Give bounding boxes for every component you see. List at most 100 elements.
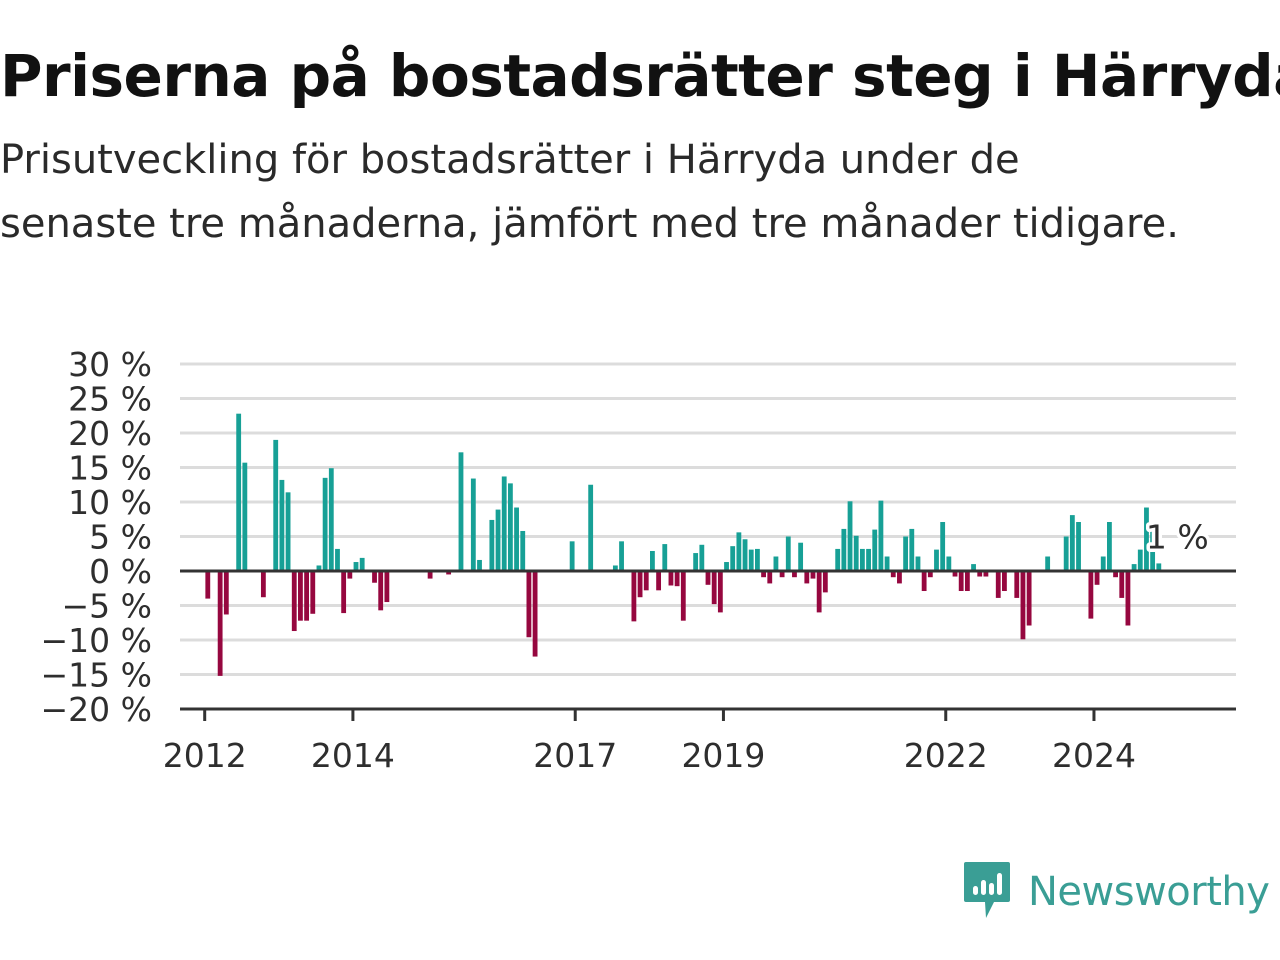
y-tick-label: 0 % bbox=[89, 552, 152, 591]
bar bbox=[520, 530, 526, 571]
bar bbox=[859, 548, 865, 571]
y-tick-label: 10 % bbox=[68, 483, 152, 522]
bar bbox=[705, 571, 711, 585]
y-tick-label: 15 % bbox=[68, 449, 152, 488]
x-tick-label: 2017 bbox=[533, 736, 617, 775]
bar bbox=[927, 571, 933, 578]
bar bbox=[841, 528, 847, 571]
bar bbox=[495, 509, 501, 571]
bar bbox=[643, 571, 649, 591]
bar bbox=[322, 477, 328, 571]
bar bbox=[458, 452, 464, 571]
labels: 30 %25 %20 %15 %10 %5 %0 %−5 %−10 %−15 %… bbox=[41, 345, 1213, 775]
page-subtitle: Prisutveckling för bostadsrätter i Härry… bbox=[0, 137, 1179, 247]
y-tick-label: −20 % bbox=[41, 690, 153, 729]
bar bbox=[1026, 571, 1032, 626]
newsworthy-logo-icon bbox=[962, 860, 1012, 924]
bar bbox=[816, 571, 822, 613]
bar bbox=[958, 571, 964, 592]
bar bbox=[489, 519, 495, 571]
bar bbox=[359, 557, 365, 571]
bar bbox=[1076, 522, 1081, 571]
bar bbox=[1150, 528, 1156, 571]
bar bbox=[921, 571, 927, 592]
bar bbox=[507, 483, 513, 571]
bar bbox=[501, 476, 507, 571]
y-tick-label: −5 % bbox=[62, 587, 153, 626]
annotation-halo: 1 % bbox=[1146, 518, 1209, 557]
bar bbox=[291, 571, 297, 632]
y-tick-label: 20 % bbox=[68, 414, 152, 453]
bar bbox=[952, 571, 958, 577]
bar bbox=[588, 484, 594, 571]
bar bbox=[1069, 515, 1075, 571]
bar bbox=[946, 556, 952, 571]
bar bbox=[964, 571, 970, 592]
bar bbox=[724, 562, 729, 571]
bar bbox=[761, 571, 766, 578]
bar bbox=[1014, 571, 1020, 598]
bar bbox=[804, 571, 810, 584]
bar bbox=[1045, 556, 1051, 571]
x-tick-label: 2014 bbox=[311, 736, 395, 775]
bar bbox=[1063, 536, 1069, 571]
annotation-label: 1 % bbox=[1146, 518, 1209, 557]
bar bbox=[273, 439, 279, 571]
bar bbox=[915, 556, 921, 571]
bar bbox=[872, 529, 878, 571]
bar bbox=[853, 535, 859, 571]
bar bbox=[977, 571, 983, 577]
bar bbox=[532, 571, 538, 657]
bar bbox=[205, 571, 211, 599]
bar bbox=[298, 571, 303, 621]
bar bbox=[1094, 571, 1100, 585]
bar bbox=[730, 546, 736, 571]
brand-name: Newsworthy bbox=[1028, 869, 1270, 915]
bar bbox=[810, 571, 816, 579]
bar bbox=[1131, 564, 1137, 571]
bar bbox=[878, 500, 884, 571]
bar bbox=[1125, 571, 1131, 626]
bar bbox=[971, 564, 976, 571]
bar bbox=[242, 462, 248, 571]
y-tick-label: 30 % bbox=[68, 345, 152, 384]
bar bbox=[569, 541, 575, 571]
bar bbox=[699, 544, 705, 571]
y-tick-label: −10 % bbox=[41, 621, 153, 660]
bar bbox=[1137, 549, 1143, 571]
bar bbox=[372, 571, 377, 583]
bar bbox=[680, 571, 686, 621]
bar bbox=[897, 571, 902, 584]
bar bbox=[1100, 556, 1106, 571]
bar bbox=[427, 571, 433, 579]
bar bbox=[995, 571, 1001, 598]
bar bbox=[792, 571, 797, 578]
bar bbox=[353, 562, 359, 571]
bar bbox=[223, 571, 229, 615]
bar bbox=[711, 571, 717, 605]
bar bbox=[717, 571, 723, 613]
bar bbox=[866, 548, 871, 571]
bar bbox=[477, 559, 482, 571]
bar bbox=[526, 571, 532, 638]
bar bbox=[347, 571, 353, 579]
bar bbox=[668, 571, 674, 586]
bar bbox=[260, 571, 266, 598]
bar bbox=[934, 549, 939, 571]
x-tick-label: 2012 bbox=[163, 736, 247, 775]
bar bbox=[755, 548, 760, 571]
bar bbox=[285, 492, 291, 571]
bar bbox=[835, 548, 841, 571]
bar-chart: 30 %25 %20 %15 %10 %5 %0 %−5 %−10 %−15 %… bbox=[41, 345, 1236, 775]
bar bbox=[279, 479, 285, 571]
bar bbox=[619, 541, 624, 571]
bar bbox=[304, 571, 310, 621]
bar bbox=[822, 571, 828, 593]
bar bbox=[983, 571, 989, 577]
x-tick-label: 2019 bbox=[681, 736, 765, 775]
bar bbox=[637, 571, 643, 598]
bars bbox=[205, 413, 1162, 676]
x-tick-label: 2024 bbox=[1052, 736, 1136, 775]
bar bbox=[217, 571, 223, 676]
bar bbox=[631, 571, 637, 622]
